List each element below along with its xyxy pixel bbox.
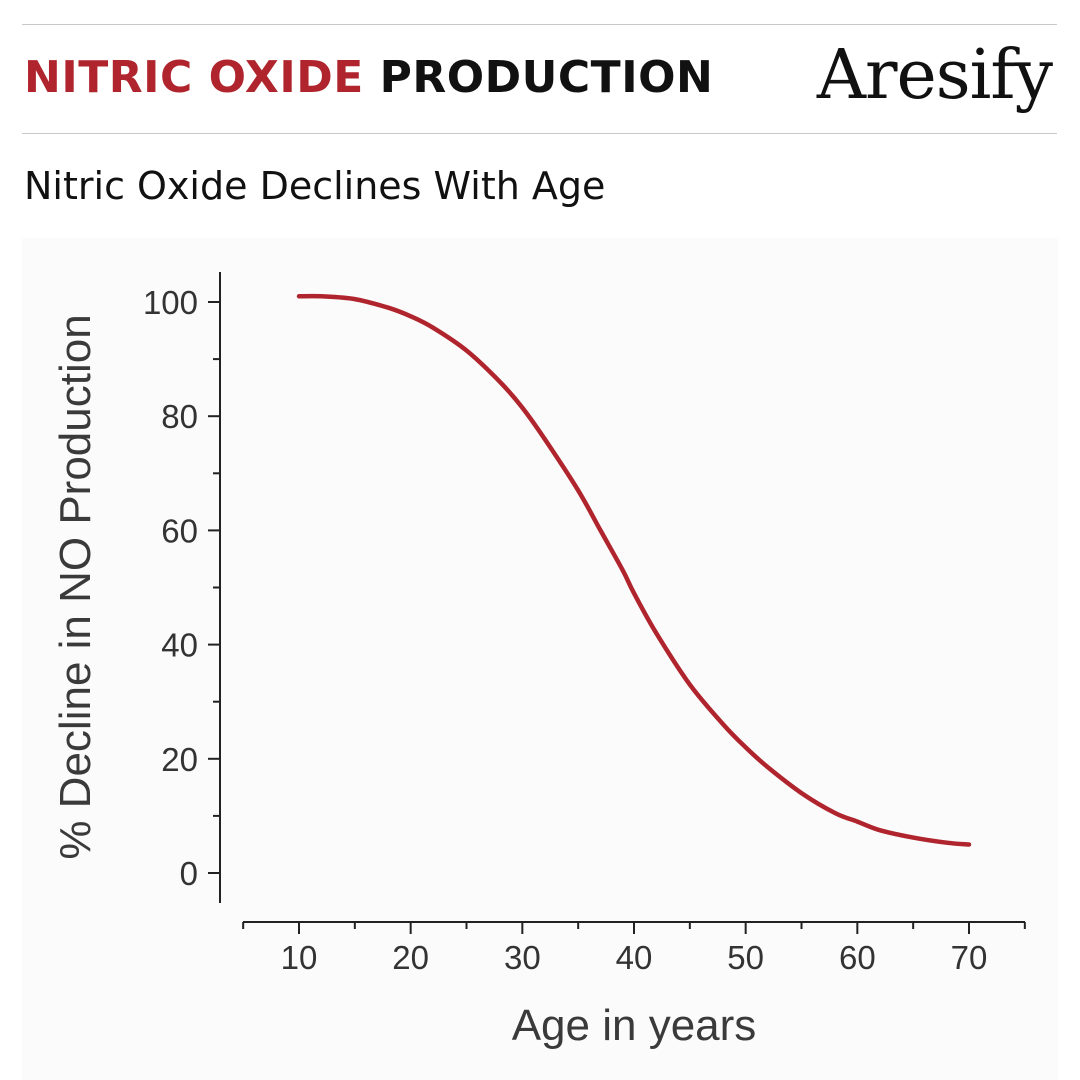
x-tick-label: 30 — [504, 939, 541, 976]
x-tick-label: 60 — [839, 939, 876, 976]
y-tick-label: 40 — [161, 627, 198, 664]
y-tick-label: 100 — [143, 284, 198, 321]
y-axis-title: % Decline in NO Production — [51, 314, 100, 859]
x-axis: 10 20 30 40 50 60 70 — [242, 921, 1026, 976]
x-axis-title: Age in years — [512, 1001, 757, 1050]
y-tick-label: 0 — [180, 855, 198, 892]
page-title-accent: NITRIC OXIDE — [24, 52, 364, 103]
page-title: NITRIC OXIDE PRODUCTION — [24, 50, 713, 106]
x-tick-label: 70 — [951, 939, 988, 976]
y-tick-label: 60 — [161, 512, 198, 549]
y-tick-label: 20 — [161, 741, 198, 778]
y-axis: 0 20 40 60 80 100 — [143, 272, 221, 903]
x-tick-label: 20 — [392, 939, 429, 976]
x-tick-label: 10 — [281, 939, 318, 976]
chart-panel — [22, 238, 1058, 1080]
brand-logo: Aresify — [816, 36, 1053, 115]
x-tick-label: 50 — [727, 939, 764, 976]
page-title-rest: PRODUCTION — [379, 52, 714, 103]
series-line — [296, 293, 972, 847]
header-top-rule — [22, 24, 1057, 25]
series-layer — [296, 293, 972, 847]
header-bottom-rule — [22, 133, 1057, 134]
chart-title: Nitric Oxide Declines With Age — [24, 164, 606, 208]
x-tick-label: 40 — [616, 939, 653, 976]
y-tick-label: 80 — [161, 398, 198, 435]
